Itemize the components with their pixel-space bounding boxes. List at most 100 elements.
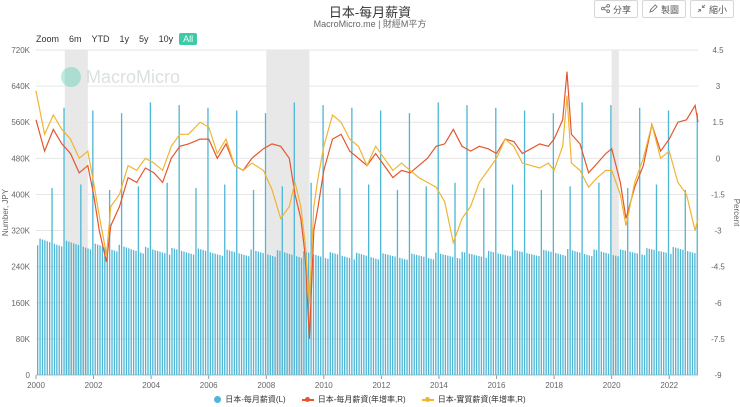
wage-bar bbox=[356, 252, 358, 375]
zoom-6m-button[interactable]: 6m bbox=[69, 34, 82, 44]
save-chart-button[interactable]: 製圖 bbox=[641, 0, 686, 18]
wage-bar bbox=[449, 256, 451, 375]
wage-bar bbox=[540, 189, 543, 375]
recession-band bbox=[611, 50, 619, 375]
y-right-tick-label: 1.5 bbox=[712, 118, 724, 127]
chart-subtitle: MacroMicro.me | 財經M平方 bbox=[313, 19, 427, 29]
wage-bar bbox=[144, 246, 147, 375]
x-tick-label: 2022 bbox=[660, 381, 678, 390]
wage-bar bbox=[576, 251, 578, 375]
wage-bar bbox=[336, 254, 339, 375]
pencil-icon bbox=[649, 3, 658, 15]
share-label: 分享 bbox=[612, 4, 631, 15]
wage-bar bbox=[615, 255, 617, 375]
wage-bar bbox=[559, 254, 562, 375]
wage-bar bbox=[624, 250, 626, 375]
zoom-ytd-button[interactable]: YTD bbox=[91, 34, 110, 44]
wage-bar bbox=[87, 248, 89, 375]
y-left-tick-label: 720K bbox=[11, 46, 30, 55]
legend-item-wage-yoy[interactable]: 日本-每月薪資(年增率,R) bbox=[301, 394, 406, 405]
wage-bar bbox=[502, 254, 504, 375]
wage-bar bbox=[684, 189, 686, 375]
wage-bar bbox=[264, 113, 267, 375]
wage-bar bbox=[437, 102, 439, 375]
y-left-tick-label: 80K bbox=[16, 335, 31, 344]
wage-bar bbox=[696, 113, 698, 375]
wage-bar bbox=[116, 251, 118, 375]
wage-bar bbox=[190, 253, 192, 375]
wage-bar bbox=[497, 253, 499, 375]
wage-bar bbox=[128, 248, 130, 375]
wage-bar bbox=[166, 182, 168, 375]
wage-bar bbox=[322, 105, 324, 375]
x-tick-label: 2008 bbox=[257, 381, 275, 390]
wage-bar bbox=[195, 188, 197, 375]
wage-bar bbox=[567, 249, 569, 375]
y-right-tick-label: 3 bbox=[716, 82, 721, 91]
y-right-tick-label: -1.5 bbox=[711, 190, 725, 199]
wage-bar bbox=[435, 252, 437, 375]
wage-bar bbox=[272, 256, 274, 375]
wage-bar bbox=[276, 250, 279, 375]
zoom-10y-button[interactable]: 10y bbox=[158, 34, 174, 44]
wage-bar bbox=[207, 107, 209, 376]
wage-bar bbox=[344, 256, 346, 375]
share-button[interactable]: 分享 bbox=[593, 0, 638, 18]
wage-bar bbox=[267, 254, 269, 375]
wage-bar bbox=[490, 251, 492, 375]
wage-bar bbox=[334, 253, 336, 375]
wage-bar bbox=[466, 105, 468, 375]
shrink-button[interactable]: 縮小 bbox=[689, 0, 734, 18]
wage-bar bbox=[391, 255, 394, 375]
wage-bar bbox=[94, 243, 96, 375]
y-left-axis-title: Number, JPY bbox=[1, 188, 10, 236]
wage-yoy-line bbox=[35, 71, 699, 339]
wage-bar bbox=[348, 257, 351, 375]
wage-bar bbox=[677, 248, 679, 375]
zoom-1y-button[interactable]: 1y bbox=[119, 34, 130, 44]
wage-bar bbox=[171, 247, 173, 375]
wage-bar bbox=[250, 249, 252, 375]
wage-bar bbox=[101, 246, 104, 375]
wage-bar bbox=[327, 258, 329, 375]
wage-bar bbox=[293, 102, 295, 375]
legend-item-real-wage-yoy[interactable]: 日本-實質薪資(年增率,R) bbox=[421, 394, 526, 405]
wage-bar bbox=[528, 253, 531, 375]
wage-bar bbox=[418, 255, 420, 375]
wage-bar bbox=[154, 250, 156, 375]
legend: 日本-每月薪資(L) 日本-每月薪資(年增率,R) 日本-實質薪資(年增率,R) bbox=[0, 394, 740, 405]
wage-bar bbox=[591, 256, 593, 375]
wage-bar bbox=[99, 245, 101, 375]
wage-bar bbox=[514, 250, 516, 375]
wage-bar bbox=[499, 253, 502, 375]
wage-bar bbox=[617, 256, 619, 375]
wage-bar bbox=[368, 184, 370, 375]
wage-bar bbox=[204, 250, 207, 375]
wage-bar bbox=[185, 252, 188, 375]
wage-bar bbox=[492, 252, 495, 375]
y-left-tick-label: 240K bbox=[11, 263, 30, 272]
y-right-tick-label: -4.5 bbox=[711, 263, 725, 272]
wage-bar bbox=[463, 252, 466, 375]
watermark-logo-icon bbox=[61, 67, 81, 87]
y-left-tick-label: 400K bbox=[11, 190, 30, 199]
wage-bar bbox=[420, 256, 423, 375]
zoom-5y-button[interactable]: 5y bbox=[139, 34, 149, 44]
wage-bar bbox=[634, 252, 636, 375]
wage-bar bbox=[665, 252, 667, 375]
legend-label-real-wage-yoy: 日本-實質薪資(年增率,R) bbox=[437, 395, 526, 404]
wage-bar bbox=[459, 258, 461, 375]
wage-bar bbox=[324, 258, 327, 375]
wage-bar bbox=[461, 251, 463, 375]
real-wage-yoy-line bbox=[35, 90, 699, 303]
wage-bar bbox=[447, 255, 449, 375]
wage-bar bbox=[627, 188, 629, 375]
zoom-all-button[interactable]: All bbox=[179, 33, 198, 45]
wage-bar bbox=[377, 259, 379, 375]
y-right-tick-label: -7.5 bbox=[711, 335, 725, 344]
wage-bar bbox=[571, 250, 574, 375]
wage-bar bbox=[60, 246, 63, 375]
wage-bar bbox=[108, 189, 111, 375]
legend-item-monthly-wage[interactable]: 日本-每月薪資(L) bbox=[214, 394, 286, 405]
